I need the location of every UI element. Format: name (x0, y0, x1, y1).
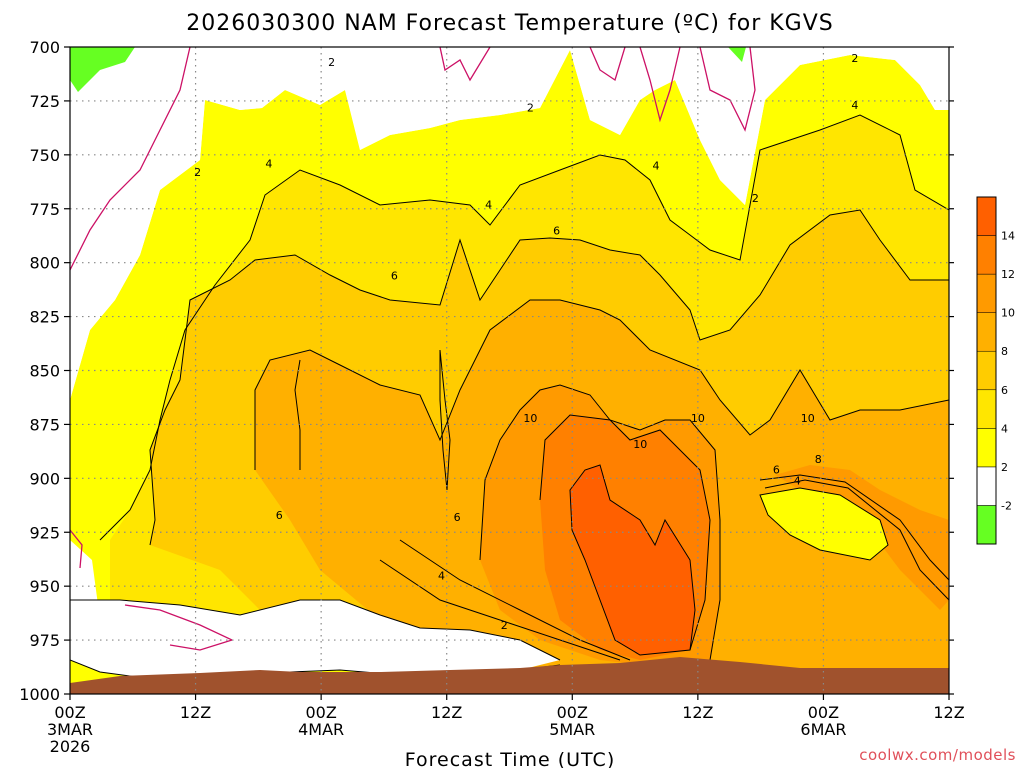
credit-text: coolwx.com/models (859, 746, 1016, 764)
contour-label: 4 (794, 474, 801, 487)
y-tick-label: 925 (29, 523, 60, 542)
colorbar-swatch (976, 428, 997, 468)
contour-label: 6 (276, 509, 283, 522)
temperature-fill-layers (70, 47, 949, 694)
contour-label: 4 (851, 99, 858, 112)
x-tick-date: 6MAR (800, 720, 846, 739)
contour-label: 6 (391, 270, 398, 283)
y-axis: 700 725 750 775 800 825 850 875 900 925 950 975 1000 (19, 38, 954, 704)
band-below-2-top (70, 47, 949, 400)
colorbar-frame (976, 196, 997, 545)
band-10-12-east (775, 465, 949, 610)
colorbar-swatch (976, 350, 997, 391)
x-tick-year: 2026 (50, 737, 91, 756)
freezing-contours (70, 47, 756, 651)
contour-label: 2 (851, 52, 858, 65)
contour-label: 4 (265, 157, 272, 170)
y-tick-label: 975 (29, 631, 60, 650)
x-tick-date: 4MAR (298, 720, 344, 739)
contour-lines (70, 114, 949, 681)
colorbar-swatch (976, 196, 997, 236)
x-tick-label: 12Z (180, 703, 211, 722)
y-tick-label: 850 (29, 362, 60, 381)
contour-label: 4 (438, 569, 445, 582)
contour-label: 2 (527, 101, 534, 114)
contour-label: 6 (553, 224, 560, 237)
y-tick-label: 1000 (19, 685, 60, 704)
x-tick-label: 00Z (305, 703, 336, 722)
x-tick-label: 12Z (431, 703, 462, 722)
x-tick-date: 3MAR (47, 720, 93, 739)
y-tick-label: 875 (29, 415, 60, 434)
contour-label: 6 (454, 511, 461, 524)
colorbar-label: -2 (1001, 499, 1012, 512)
y-tick-label: 825 (29, 308, 60, 327)
color-legend: -2 2 4 6 8 10 12 14 (976, 196, 1015, 545)
x-axis-label: Forecast Time (UTC) (405, 749, 615, 768)
y-tick-label: 750 (29, 146, 60, 165)
band-minus2-nw (70, 47, 135, 92)
contour-label: 4 (653, 160, 660, 173)
y-tick-label: 775 (29, 200, 60, 219)
grid (70, 47, 949, 694)
x-tick-label: 00Z (54, 703, 85, 722)
terrain-surface (70, 657, 949, 694)
contour-label: 10 (633, 438, 647, 451)
colorbar-swatch (976, 505, 997, 545)
band-14-16 (570, 465, 695, 655)
band-below-2-sw (70, 600, 560, 680)
x-tick-label: 00Z (557, 703, 588, 722)
contour-label: 10 (801, 412, 815, 425)
contour-labels: 2 2 2 2 2 2 4 4 4 4 4 4 6 6 6 6 6 8 10 10 10 10 (194, 52, 858, 632)
contour-label: 4 (485, 198, 492, 211)
y-tick-label: 725 (29, 92, 60, 111)
x-tick-label: 12Z (682, 703, 713, 722)
colorbar-label: 14 (1001, 230, 1015, 243)
contour-label: 8 (815, 453, 822, 466)
colorbar-label: 8 (1001, 345, 1008, 358)
y-tick-label: 950 (29, 577, 60, 596)
x-tick-label: 12Z (933, 703, 964, 722)
colorbar-swatch (976, 235, 997, 275)
chart-title: 2026030300 NAM Forecast Temperature (ºC)… (186, 11, 834, 36)
band-minus2-ne (728, 47, 746, 62)
contour-label: 10 (691, 412, 705, 425)
contour-label: 6 (773, 464, 780, 477)
colorbar-swatch (976, 312, 997, 352)
colorbar-label: 12 (1001, 268, 1015, 281)
contour-label: 2 (328, 56, 335, 69)
x-tick-label: 00Z (808, 703, 839, 722)
y-tick-label: 800 (29, 254, 60, 273)
contour-label: 10 (523, 412, 537, 425)
colorbar-swatch (976, 466, 997, 506)
colorbar-label: 6 (1001, 384, 1008, 397)
cool-pocket-4-6 (760, 488, 888, 560)
contour-label: 2 (194, 166, 201, 179)
colorbar-label: 2 (1001, 461, 1008, 474)
y-tick-label: 700 (29, 38, 60, 57)
colorbar-label: 10 (1001, 307, 1015, 320)
colorbar-swatch (976, 389, 997, 429)
y-tick-label: 900 (29, 469, 60, 488)
colorbar-swatch (976, 273, 997, 313)
colorbar-label: 4 (1001, 422, 1008, 435)
contour-label: 2 (752, 192, 759, 205)
contour-label: 2 (501, 619, 508, 632)
x-tick-date: 5MAR (549, 720, 595, 739)
